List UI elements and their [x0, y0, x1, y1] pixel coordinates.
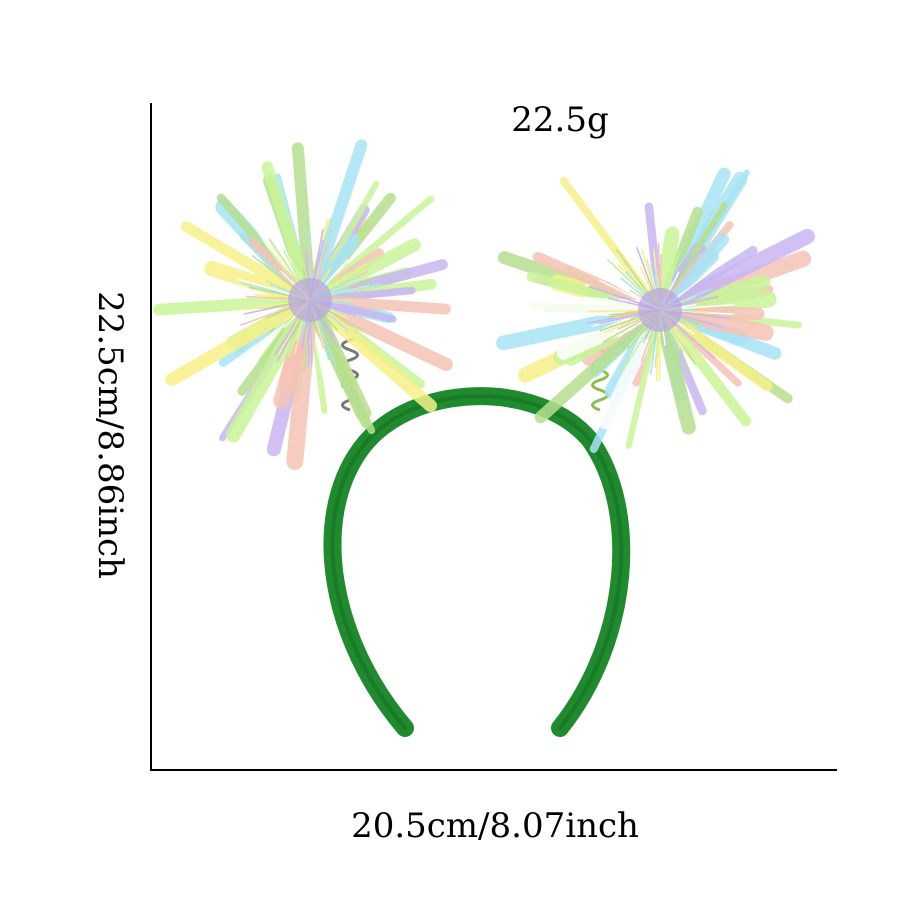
tinsel-strand [534, 303, 667, 424]
tinsel-strand [652, 228, 815, 318]
tinsel-strand [304, 294, 451, 315]
pom-center [288, 278, 332, 322]
width-label: 20.5cm/8.07inch [351, 806, 639, 846]
tinsel-strand [303, 293, 437, 413]
width-dimension-line [150, 769, 837, 771]
tinsel-strand [625, 306, 664, 449]
tinsel-strand [261, 161, 316, 306]
tinsel-strand [511, 293, 669, 319]
left-tinsel-pom [153, 139, 475, 471]
weight-label: 22.5g [511, 100, 609, 140]
pom-center [638, 288, 682, 332]
height-dimension-line [150, 103, 152, 771]
tinsel-strand [165, 293, 317, 387]
right-tinsel-pom [496, 167, 815, 453]
green-headband [323, 387, 631, 737]
